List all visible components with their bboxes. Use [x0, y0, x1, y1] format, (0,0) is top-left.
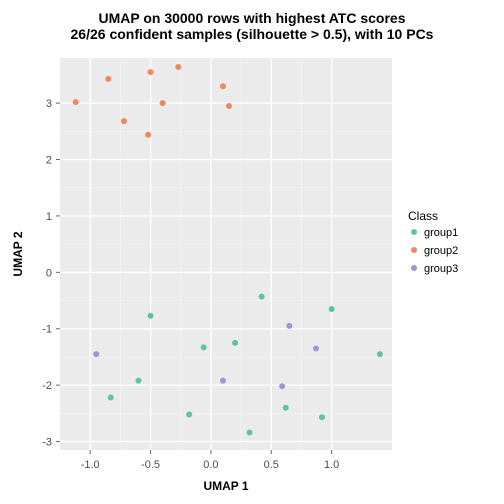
legend-item-label: group1: [424, 227, 458, 239]
point-group3: [93, 351, 99, 357]
y-tick-label: -3: [42, 437, 52, 449]
legend-title: Class: [408, 209, 438, 223]
point-group2: [105, 76, 111, 82]
point-group3: [279, 383, 285, 389]
y-tick-label: -1: [42, 324, 52, 336]
legend-swatch: [411, 229, 417, 235]
point-group1: [377, 351, 383, 357]
y-tick-label: 0: [46, 267, 52, 279]
y-tick-label: 2: [46, 155, 52, 167]
legend-item-label: group3: [424, 263, 458, 275]
point-group2: [220, 83, 226, 89]
scatter-chart: -1.0 -0.5 0.0 0.5 1.0 -3 -2 -1 0 1 2 3 UMAP 1 UMAP 2 C…: [0, 0, 504, 504]
x-tick-label: -0.5: [141, 459, 160, 471]
x-tick-label: 1.0: [324, 459, 339, 471]
panel: [60, 58, 392, 450]
y-axis-label: UMAP 2: [11, 231, 25, 276]
point-group1: [135, 378, 141, 384]
y-tick-label: -2: [42, 380, 52, 392]
point-group2: [175, 64, 181, 70]
point-group2: [145, 132, 151, 138]
point-group1: [259, 294, 265, 300]
y-tick-label: 1: [46, 211, 52, 223]
point-group1: [108, 395, 114, 401]
point-group1: [329, 306, 335, 312]
point-group2: [226, 103, 232, 109]
point-group1: [232, 340, 238, 346]
legend-swatch: [411, 265, 417, 271]
point-group1: [319, 414, 325, 420]
y-tick-label: 3: [46, 98, 52, 110]
point-group3: [313, 345, 319, 351]
point-group1: [201, 344, 207, 350]
point-group2: [121, 118, 127, 124]
x-tick-label: 0.5: [264, 459, 279, 471]
x-tick-label: 0.0: [203, 459, 218, 471]
point-group1: [247, 430, 253, 436]
point-group1: [148, 313, 154, 319]
legend-swatch: [411, 247, 417, 253]
legend-item-label: group2: [424, 245, 458, 257]
x-tick-label: -1.0: [81, 459, 100, 471]
point-group3: [220, 378, 226, 384]
point-group2: [73, 99, 79, 105]
x-axis-label: UMAP 1: [203, 479, 248, 493]
point-group2: [148, 69, 154, 75]
point-group3: [286, 323, 292, 329]
point-group2: [160, 100, 166, 106]
point-group1: [283, 405, 289, 411]
point-group1: [186, 411, 192, 417]
